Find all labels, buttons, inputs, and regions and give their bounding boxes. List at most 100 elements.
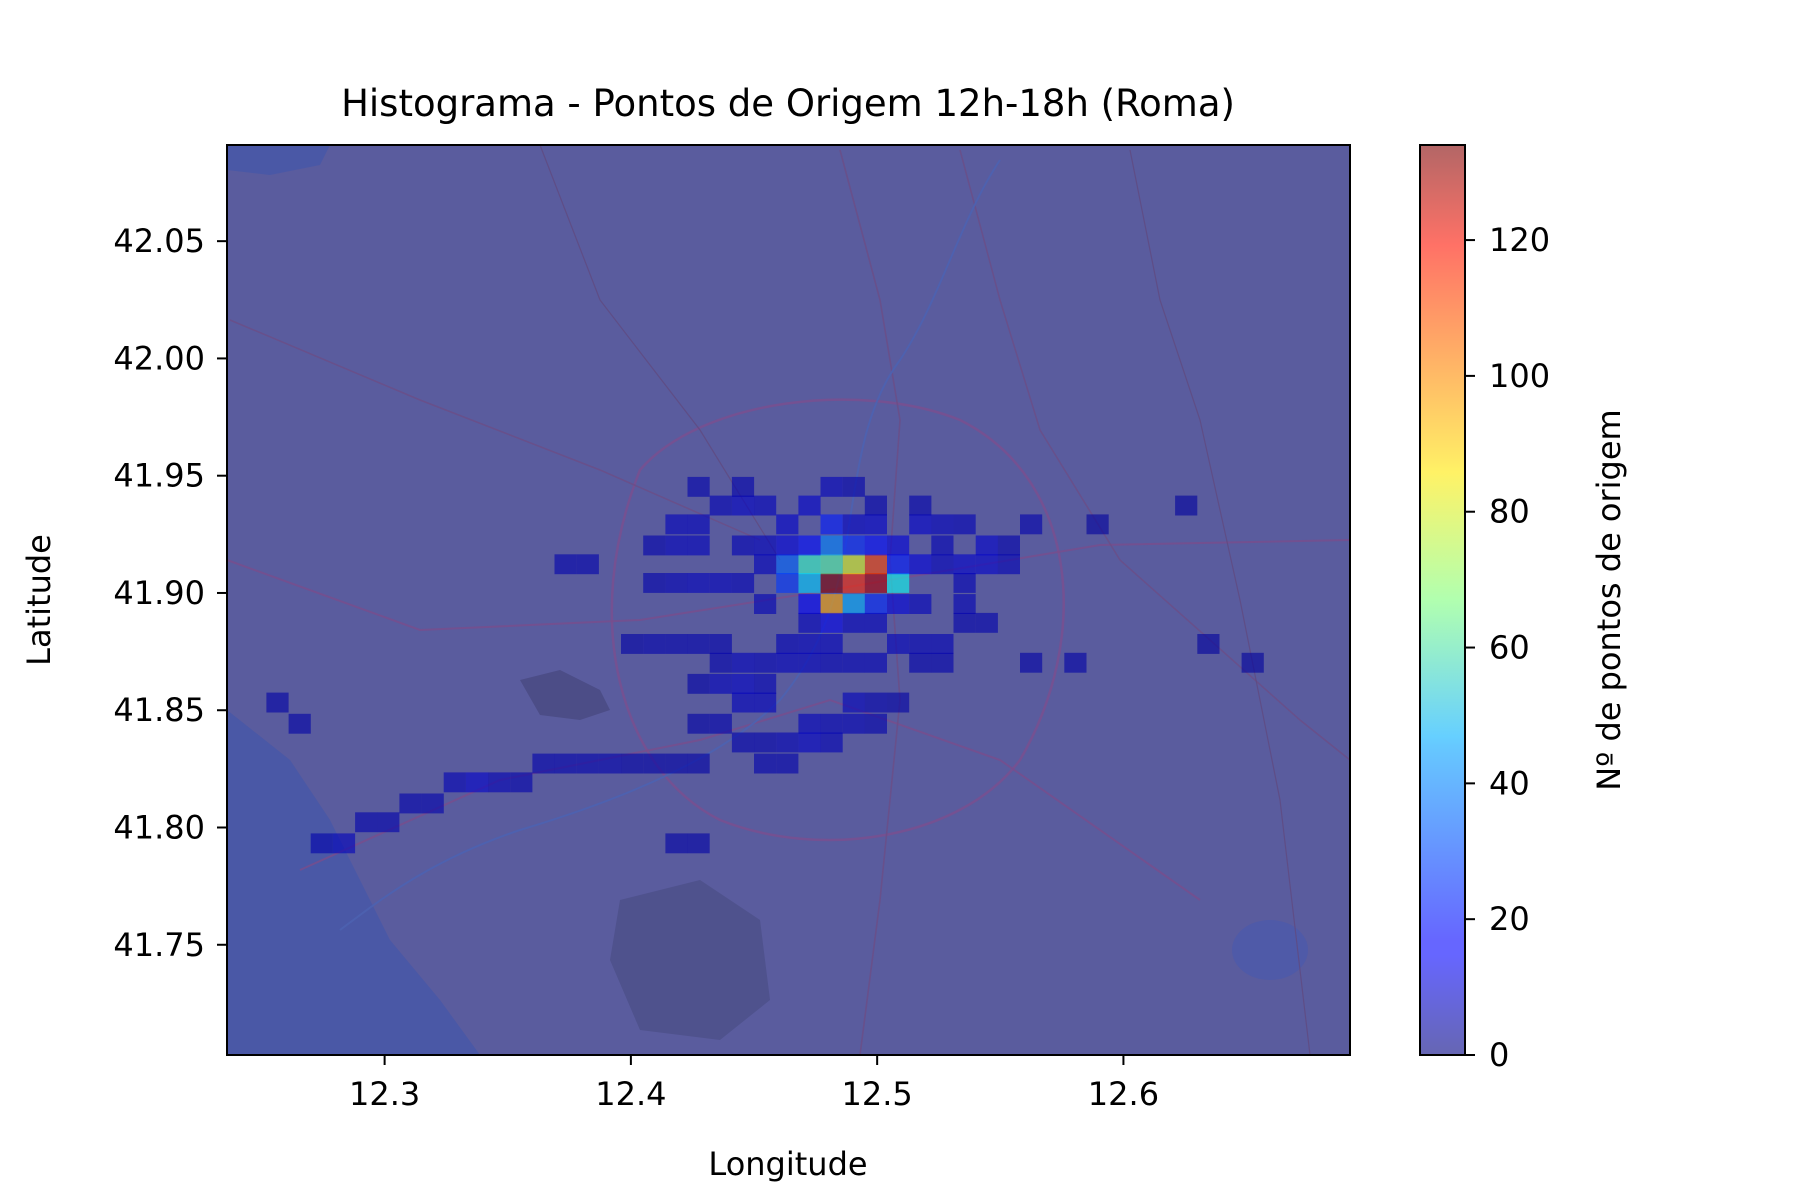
- heatmap-cell: [310, 833, 333, 854]
- heatmap-cell: [931, 514, 954, 535]
- heatmap-cell: [842, 652, 865, 673]
- heatmap-cell: [776, 554, 799, 575]
- colorbar-label: Nº de pontos de origem: [1590, 409, 1628, 790]
- heatmap-cell: [1020, 652, 1043, 673]
- heatmap-cell: [953, 554, 976, 575]
- heatmap-cell: [731, 495, 755, 516]
- heatmap-cell: [377, 812, 400, 833]
- heatmap-cell: [842, 692, 865, 713]
- heatmap-cell: [864, 535, 887, 556]
- heatmap-cell: [288, 713, 311, 734]
- heatmap-cell: [820, 612, 843, 633]
- y-tick-label: 41.85: [113, 691, 205, 729]
- heatmap-cell: [754, 495, 777, 516]
- y-tick-label: 42.05: [113, 222, 205, 260]
- heatmap-cell: [798, 573, 821, 593]
- heatmap-cell: [864, 594, 887, 614]
- heatmap-cell: [842, 514, 865, 535]
- heatmap-cell: [864, 495, 887, 516]
- x-tick-label: 12.4: [595, 1075, 666, 1113]
- heatmap-cell: [909, 652, 932, 673]
- colorbar-tick-label: 120: [1489, 221, 1550, 259]
- heatmap-cell: [687, 476, 710, 497]
- heatmap-cell: [820, 535, 843, 556]
- heatmap-cell: [665, 634, 688, 654]
- heatmap-cell: [643, 573, 666, 593]
- heatmap-cell: [621, 753, 644, 774]
- heatmap-cell: [798, 612, 821, 633]
- basemap-lake-top: [227, 145, 330, 175]
- heatmap-cell: [731, 692, 755, 713]
- heatmap-cell: [842, 476, 865, 497]
- y-tick-label: 41.90: [113, 574, 205, 612]
- colorbar-tick-label: 80: [1489, 493, 1530, 531]
- heatmap-cell: [909, 634, 932, 654]
- basemap: [227, 145, 1350, 1055]
- heatmap-cell: [488, 772, 511, 793]
- heatmap-cell: [798, 652, 821, 673]
- heatmap-cell: [776, 573, 799, 593]
- heatmap-cell: [687, 535, 710, 556]
- basemap-land: [227, 145, 1350, 1055]
- x-tick-label: 12.3: [349, 1075, 420, 1113]
- heatmap-cell: [1241, 652, 1264, 673]
- basemap-sea: [227, 710, 480, 1055]
- heatmap-cell: [820, 594, 843, 614]
- heatmap-cell: [997, 554, 1020, 575]
- heatmap-cell: [465, 772, 489, 793]
- colorbar-gradient: [1420, 145, 1465, 1055]
- heatmap-cell: [953, 573, 976, 593]
- heatmap-cell: [798, 732, 821, 753]
- heatmap-cell: [842, 554, 865, 575]
- basemap-road-g: [1129, 149, 1311, 1055]
- colorbar-tick-label: 100: [1489, 357, 1550, 395]
- heatmap-cell: [643, 634, 666, 654]
- y-tick-label: 41.80: [113, 809, 205, 847]
- heatmap-cell: [909, 554, 932, 575]
- heatmap-cell: [1086, 514, 1109, 535]
- heatmap-cell: [754, 594, 777, 614]
- y-tick-label: 41.75: [113, 926, 205, 964]
- heatmap-cell: [776, 652, 799, 673]
- heatmap-cell: [687, 753, 710, 774]
- heatmap-cell: [643, 535, 666, 556]
- y-tick-label: 41.95: [113, 457, 205, 495]
- heatmap-cell: [754, 652, 777, 673]
- heatmap-cell: [909, 514, 932, 535]
- y-axis-label: Latitude: [20, 534, 58, 666]
- heatmap-cell: [842, 713, 865, 734]
- heatmap-cell: [798, 554, 821, 575]
- x-axis: 12.3 12.4 12.5 12.6: [349, 1055, 1159, 1113]
- heatmap-cell: [820, 652, 843, 673]
- heatmap-cell: [709, 634, 732, 654]
- heatmap-cell: [709, 713, 732, 734]
- heatmap-cell: [820, 476, 843, 497]
- heatmap-cell: [842, 573, 865, 593]
- heatmap-cell: [665, 535, 688, 556]
- heatmap-cell: [887, 594, 910, 614]
- colorbar-tick-label: 0: [1489, 1036, 1509, 1074]
- heatmap-cell: [1064, 652, 1087, 673]
- basemap-road-d: [229, 319, 761, 541]
- heatmap-cell: [798, 495, 821, 516]
- heatmap-cell: [842, 535, 865, 556]
- basemap-lake-albano: [1232, 920, 1308, 980]
- heatmap-cell: [754, 673, 777, 694]
- heatmap-cell: [798, 713, 821, 734]
- heatmap-cell: [842, 612, 865, 633]
- heatmap-cell: [754, 554, 777, 575]
- heatmap-cell: [355, 812, 378, 833]
- heatmap-cell: [510, 772, 533, 793]
- chart-title: Histograma - Pontos de Origem 12h-18h (R…: [341, 82, 1235, 125]
- heatmap-cell: [776, 514, 799, 535]
- heatmap-cell: [554, 554, 577, 575]
- heatmap-cell: [975, 612, 998, 633]
- heatmap-cell: [820, 732, 843, 753]
- heatmap-cell: [887, 573, 910, 593]
- heatmap-cell: [864, 573, 887, 593]
- heatmap-cell: [754, 692, 777, 713]
- heatmap-cell: [576, 753, 599, 774]
- heatmap-cell: [598, 753, 622, 774]
- basemap-road-a: [227, 539, 1350, 632]
- heatmap-cell: [864, 612, 887, 633]
